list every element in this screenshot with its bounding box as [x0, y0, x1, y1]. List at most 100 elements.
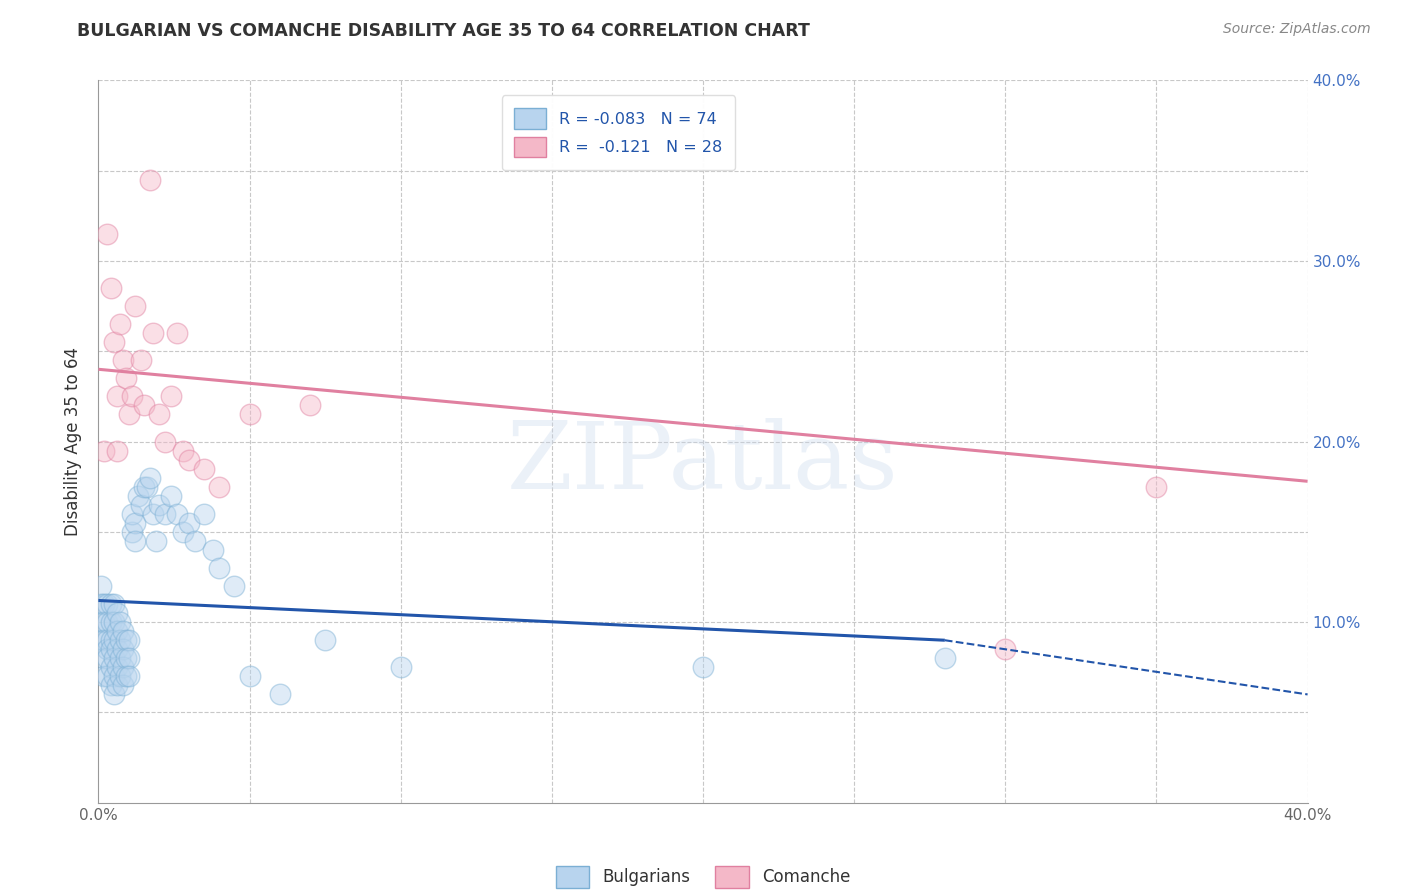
Point	[114, 633, 136, 648]
Point	[166, 507, 188, 521]
Point	[118, 669, 141, 683]
Point	[96, 651, 118, 665]
Point	[103, 651, 125, 665]
Point	[299, 398, 322, 412]
Text: BULGARIAN VS COMANCHE DISABILITY AGE 35 TO 64 CORRELATION CHART: BULGARIAN VS COMANCHE DISABILITY AGE 35 …	[77, 22, 810, 40]
Point	[105, 660, 128, 674]
Text: Source: ZipAtlas.com: Source: ZipAtlas.com	[1223, 22, 1371, 37]
Point	[172, 443, 194, 458]
Point	[129, 353, 152, 368]
Point	[96, 615, 118, 630]
Point	[111, 642, 134, 657]
Point	[105, 642, 128, 657]
Point	[90, 615, 112, 630]
Point	[121, 389, 143, 403]
Point	[148, 498, 170, 512]
Point	[118, 408, 141, 422]
Point	[142, 507, 165, 521]
Point	[160, 389, 183, 403]
Point	[114, 669, 136, 683]
Point	[111, 660, 134, 674]
Point	[108, 633, 131, 648]
Point	[96, 597, 118, 611]
Point	[96, 633, 118, 648]
Point	[103, 615, 125, 630]
Point	[105, 443, 128, 458]
Point	[93, 633, 115, 648]
Point	[127, 489, 149, 503]
Point	[153, 434, 176, 449]
Point	[103, 597, 125, 611]
Point	[100, 678, 122, 692]
Point	[121, 524, 143, 539]
Point	[90, 597, 112, 611]
Point	[129, 498, 152, 512]
Point	[179, 516, 201, 530]
Point	[114, 371, 136, 385]
Point	[132, 398, 155, 412]
Point	[148, 408, 170, 422]
Point	[108, 669, 131, 683]
Point	[934, 651, 956, 665]
Point	[179, 452, 201, 467]
Point	[139, 172, 162, 186]
Point	[93, 597, 115, 611]
Point	[100, 660, 122, 674]
Y-axis label: Disability Age 35 to 64: Disability Age 35 to 64	[65, 347, 83, 536]
Point	[111, 624, 134, 639]
Point	[105, 678, 128, 692]
Point	[124, 299, 146, 313]
Point	[108, 615, 131, 630]
Point	[118, 651, 141, 665]
Point	[93, 669, 115, 683]
Point	[90, 633, 112, 648]
Point	[111, 678, 134, 692]
Point	[184, 533, 207, 548]
Point	[208, 561, 231, 575]
Point	[145, 533, 167, 548]
Point	[105, 606, 128, 620]
Point	[103, 687, 125, 701]
Point	[269, 687, 291, 701]
Point	[135, 480, 157, 494]
Point	[124, 516, 146, 530]
Point	[96, 227, 118, 241]
Point	[100, 597, 122, 611]
Point	[93, 615, 115, 630]
Point	[389, 660, 412, 674]
Point	[103, 335, 125, 350]
Point	[114, 651, 136, 665]
Point	[96, 669, 118, 683]
Point	[1144, 480, 1167, 494]
Point	[193, 461, 215, 475]
Point	[239, 669, 262, 683]
Point	[239, 408, 262, 422]
Point	[224, 579, 246, 593]
Point	[100, 281, 122, 295]
Text: ZIPatlas: ZIPatlas	[508, 418, 898, 508]
Point	[994, 642, 1017, 657]
Point	[103, 633, 125, 648]
Point	[202, 542, 225, 557]
Legend: Bulgarians, Comanche: Bulgarians, Comanche	[544, 855, 862, 892]
Point	[105, 389, 128, 403]
Point	[100, 615, 122, 630]
Point	[93, 651, 115, 665]
Point	[100, 633, 122, 648]
Point	[153, 507, 176, 521]
Point	[100, 642, 122, 657]
Point	[193, 507, 215, 521]
Point	[208, 480, 231, 494]
Point	[90, 579, 112, 593]
Point	[93, 443, 115, 458]
Point	[172, 524, 194, 539]
Point	[142, 326, 165, 340]
Point	[118, 633, 141, 648]
Point	[124, 533, 146, 548]
Point	[139, 471, 162, 485]
Point	[108, 317, 131, 331]
Point	[111, 353, 134, 368]
Point	[314, 633, 336, 648]
Point	[121, 507, 143, 521]
Point	[108, 651, 131, 665]
